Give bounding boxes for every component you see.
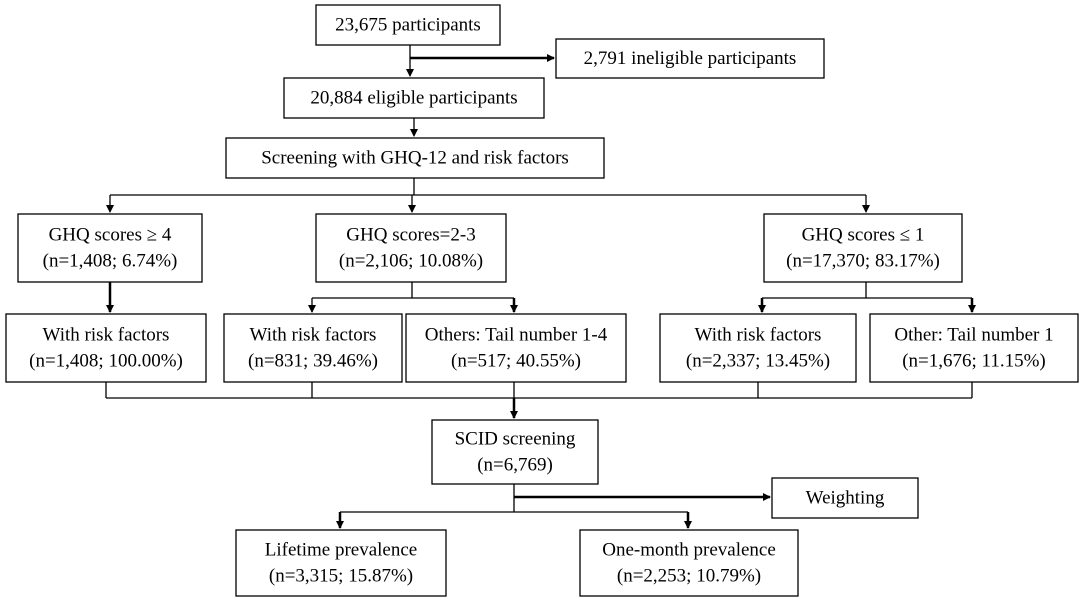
node-label: One-month prevalence [602,539,776,560]
line [110,178,866,196]
node-box [283,77,545,119]
node-label: GHQ scores ≤ 1 [802,224,925,245]
node-label: (n=1,676; 11.15%) [902,350,1046,371]
node-box [315,4,501,46]
node-box [235,529,447,597]
node-label: Others: Tail number 1-4 [425,324,608,345]
connectors [105,45,976,529]
line [105,382,973,399]
node-box [555,38,825,79]
node-box [17,213,203,283]
node-label: With risk factors [695,324,822,345]
node-box [771,477,919,519]
line [762,282,972,299]
node-label: (n=6,769) [477,454,553,475]
node-label: Screening with GHQ-12 and risk factors [261,147,569,168]
node-box [5,313,207,383]
node-label: (n=2,253; 10.79%) [617,565,761,586]
node-label: SCID screening [455,428,576,449]
node-label: (n=831; 39.46%) [248,350,378,371]
node-label: GHQ scores=2-3 [346,224,475,245]
node-box [315,213,507,283]
node-label: Other: Tail number 1 [894,324,1053,345]
node-box [431,419,599,485]
node-label: 20,884 eligible participants [310,87,517,108]
node-box [659,313,857,383]
node-box [869,313,1079,383]
node-label: (n=2,337; 13.45%) [686,350,830,371]
node-label: With risk factors [43,324,170,345]
node-label: Lifetime prevalence [265,539,417,560]
node-box [405,313,627,383]
node-box [225,137,605,179]
node-label: (n=17,370; 83.17%) [786,250,940,271]
node-box [223,313,403,383]
boxes: 23,675 participants 2,791 ineligible part… [5,4,1079,597]
node-label: With risk factors [250,324,377,345]
node-label: (n=1,408; 6.74%) [43,250,178,271]
node-label: Weighting [806,487,885,508]
node-label: 23,675 participants [335,14,481,35]
line [312,282,514,299]
node-label: (n=2,106; 10.08%) [339,250,483,271]
node-label: GHQ scores ≥ 4 [49,224,172,245]
node-label: 2,791 ineligible participants [584,48,797,69]
node-label: (n=1,408; 100.00%) [29,350,183,371]
node-box [579,529,799,597]
node-label: (n=517; 40.55%) [451,350,581,371]
node-label: (n=3,315; 15.87%) [269,565,413,586]
node-box [763,213,963,283]
